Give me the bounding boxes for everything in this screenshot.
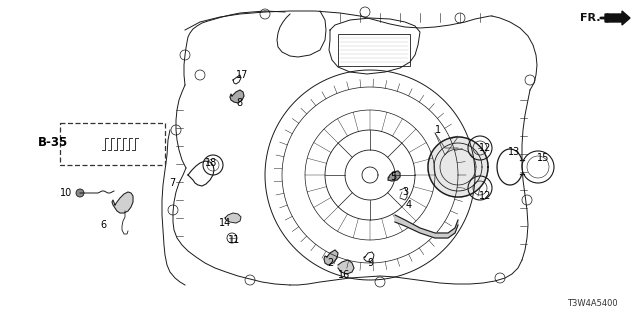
Text: 17: 17 <box>236 70 248 80</box>
Polygon shape <box>605 11 630 25</box>
Polygon shape <box>324 250 338 265</box>
Text: 14: 14 <box>219 218 231 228</box>
Text: 11: 11 <box>228 235 240 245</box>
Polygon shape <box>395 215 458 238</box>
Circle shape <box>76 189 84 197</box>
Polygon shape <box>428 137 488 197</box>
Polygon shape <box>112 192 133 213</box>
Text: 6: 6 <box>100 220 106 230</box>
Text: 18: 18 <box>205 158 217 168</box>
Text: 12: 12 <box>479 191 492 201</box>
Bar <box>60 123 165 165</box>
Text: 15: 15 <box>537 153 549 163</box>
Text: 7: 7 <box>169 178 175 188</box>
Text: 16: 16 <box>338 270 350 280</box>
Text: 4: 4 <box>406 200 412 210</box>
Polygon shape <box>225 213 241 223</box>
Text: 10: 10 <box>60 188 72 198</box>
Text: 13: 13 <box>508 147 520 157</box>
Polygon shape <box>230 90 244 103</box>
Text: 5: 5 <box>390 172 396 182</box>
Polygon shape <box>388 171 400 181</box>
Text: 12: 12 <box>479 143 492 153</box>
Polygon shape <box>338 260 354 274</box>
Text: B-35: B-35 <box>38 137 68 149</box>
Text: 1: 1 <box>435 125 441 135</box>
Text: FR.: FR. <box>580 13 600 23</box>
Text: T3W4A5400: T3W4A5400 <box>568 299 618 308</box>
Text: 8: 8 <box>236 98 242 108</box>
Text: 2: 2 <box>327 258 333 268</box>
Bar <box>338 34 410 66</box>
Text: 9: 9 <box>367 258 373 268</box>
Text: 3: 3 <box>402 187 408 197</box>
